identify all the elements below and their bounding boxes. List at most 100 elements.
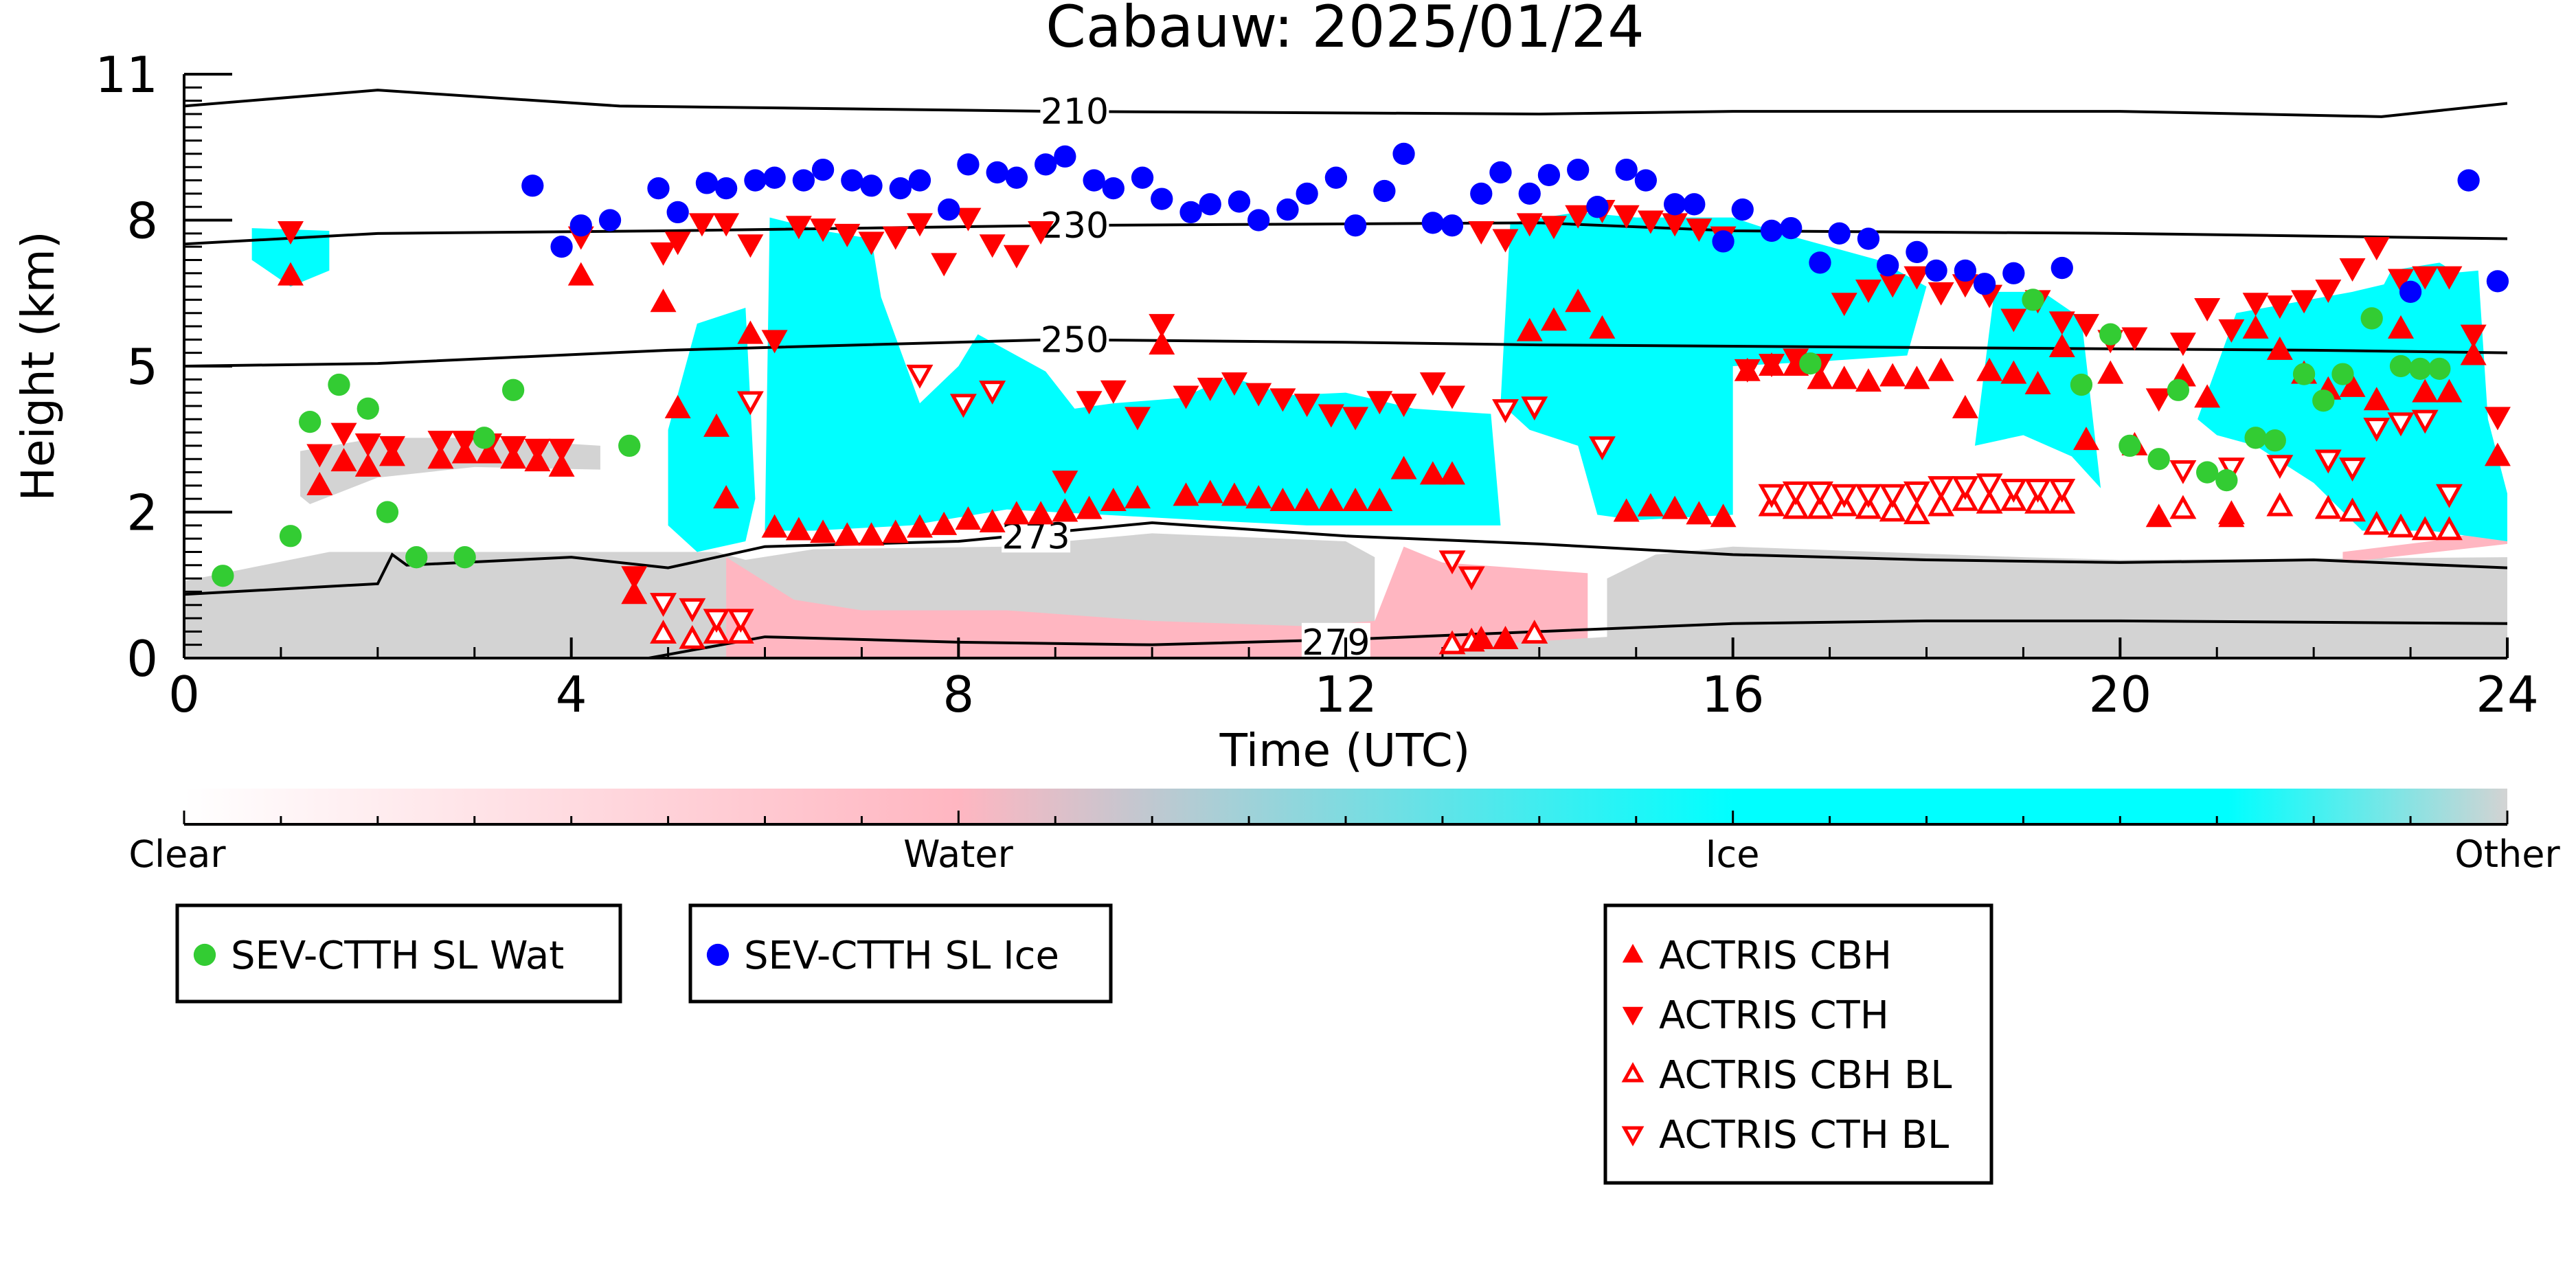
marker-actris-cth bbox=[979, 234, 1006, 258]
marker-actris-cth bbox=[354, 433, 381, 457]
marker-actris-cth bbox=[1125, 407, 1151, 431]
marker-sev-ctth-sl-ice bbox=[1518, 182, 1541, 205]
marker-sev-ctth-sl-wat bbox=[2244, 427, 2267, 449]
marker-sev-ctth-sl-ice bbox=[714, 177, 738, 200]
isotherm-label-bg bbox=[1301, 622, 1370, 658]
marker-sev-ctth-sl-ice bbox=[1151, 188, 1173, 210]
marker-sev-ctth-sl-ice bbox=[569, 214, 592, 237]
marker-actris-cth bbox=[1318, 404, 1344, 428]
legend-marker bbox=[1622, 944, 1644, 963]
isotherm-label-210: 210 bbox=[1041, 91, 1109, 133]
marker-sev-ctth-sl-ice bbox=[1421, 212, 1444, 234]
marker-actris-cth bbox=[1734, 359, 1761, 383]
marker-actris-cbh bbox=[2436, 379, 2463, 403]
marker-actris-cth bbox=[1197, 377, 1223, 401]
marker-actris-cbh bbox=[1686, 501, 1713, 525]
marker-sev-ctth-sl-wat bbox=[2119, 434, 2141, 457]
marker-actris-cth bbox=[427, 431, 454, 455]
marker-actris-cbh bbox=[906, 514, 933, 538]
marker-actris-cth bbox=[1221, 372, 1247, 396]
marker-actris-cth bbox=[2315, 279, 2342, 303]
marker-actris-cth bbox=[2121, 327, 2148, 351]
marker-sev-ctth-sl-ice bbox=[908, 169, 931, 192]
cloud-patch bbox=[2342, 528, 2507, 563]
marker-actris-cbh bbox=[1100, 488, 1127, 512]
legend-label: ACTRIS CBH BL bbox=[1659, 1053, 1952, 1098]
marker-actris-cth bbox=[2363, 237, 2390, 261]
marker-actris-cth-bl bbox=[1903, 481, 1930, 506]
marker-actris-cbh-bl bbox=[1879, 497, 1906, 522]
marker-actris-cbh bbox=[1052, 498, 1078, 522]
legends: SEV-CTTH SL Wat SEV-CTTH SL Ice ACTRIS CBH… bbox=[175, 903, 1993, 1185]
marker-actris-cth bbox=[2291, 290, 2318, 314]
marker-sev-ctth-sl-ice bbox=[647, 177, 670, 200]
marker-actris-cth bbox=[2194, 298, 2221, 321]
marker-sev-ctth-sl-ice bbox=[1035, 153, 1057, 176]
x-axis-label: Time (UTC) bbox=[1219, 724, 1471, 777]
cloud-patch bbox=[300, 438, 600, 504]
marker-actris-cbh bbox=[2242, 315, 2269, 339]
marker-actris-cbh bbox=[1245, 485, 1272, 509]
marker-actris-cth-bl bbox=[1831, 484, 1858, 508]
marker-actris-cth bbox=[1903, 266, 1930, 290]
marker-sev-ctth-sl-wat bbox=[328, 373, 350, 396]
chart-title: Cabauw: 2025/01/24 bbox=[1046, 0, 1644, 60]
isotherm-230 bbox=[184, 221, 2507, 246]
marker-actris-cth bbox=[1419, 372, 1446, 396]
marker-actris-cth bbox=[330, 422, 357, 447]
marker-sev-ctth-sl-wat bbox=[2331, 363, 2354, 385]
marker-sev-ctth-sl-ice bbox=[1324, 166, 1348, 189]
marker-actris-cbh bbox=[1879, 363, 1906, 387]
cloud-patch bbox=[2197, 270, 2507, 541]
marker-sev-ctth-sl-ice bbox=[1828, 222, 1851, 245]
marker-actris-cbh bbox=[1565, 289, 1592, 313]
marker-sev-ctth-sl-ice bbox=[1489, 161, 1512, 184]
marker-actris-cbh bbox=[1710, 504, 1737, 528]
marker-sev-ctth-sl-wat bbox=[2292, 363, 2316, 385]
marker-sev-ctth-sl-wat bbox=[2070, 373, 2093, 396]
marker-sev-ctth-sl-wat bbox=[2196, 461, 2219, 484]
isotherm-210 bbox=[184, 89, 2507, 118]
marker-actris-cbh bbox=[354, 453, 381, 477]
marker-actris-cbh-bl bbox=[2435, 516, 2463, 541]
marker-actris-cth-bl bbox=[727, 609, 754, 633]
marker-actris-cth bbox=[1468, 221, 1495, 245]
marker-actris-cbh bbox=[1439, 461, 1466, 485]
marker-actris-cth bbox=[1831, 293, 1857, 317]
x-tick-label: 24 bbox=[2476, 666, 2539, 723]
marker-sev-ctth-sl-ice bbox=[695, 172, 719, 194]
marker-actris-cth-bl bbox=[2411, 409, 2439, 434]
marker-sev-ctth-sl-ice bbox=[1276, 198, 1299, 221]
marker-actris-cbh bbox=[1540, 307, 1567, 331]
marker-actris-cbh bbox=[2339, 373, 2366, 397]
marker-actris-cth-bl bbox=[736, 391, 764, 416]
marker-actris-cth-bl bbox=[2363, 418, 2391, 442]
marker-actris-cbh bbox=[1831, 365, 1857, 389]
marker-actris-cbh-bl bbox=[1976, 489, 2003, 514]
marker-actris-cth bbox=[2048, 311, 2075, 335]
marker-actris-cth-bl bbox=[2024, 479, 2052, 503]
marker-actris-cbh bbox=[785, 517, 812, 541]
marker-actris-cth bbox=[810, 218, 837, 242]
marker-actris-cth bbox=[2242, 293, 2269, 317]
marker-actris-cth-bl bbox=[1492, 399, 1519, 423]
marker-actris-cth-bl bbox=[949, 394, 977, 418]
marker-actris-cbh-bl bbox=[650, 620, 677, 644]
marker-actris-cth-bl bbox=[2435, 484, 2463, 508]
marker-actris-cth bbox=[1879, 274, 1906, 298]
marker-actris-cth-bl bbox=[1782, 481, 1809, 506]
marker-sev-ctth-sl-ice bbox=[1054, 145, 1076, 168]
marker-actris-cbh bbox=[1125, 485, 1151, 509]
marker-actris-cth-bl bbox=[2048, 479, 2076, 503]
marker-actris-cth bbox=[1390, 394, 1417, 418]
marker-sev-ctth-sl-wat bbox=[2263, 429, 2286, 452]
marker-actris-cth-bl bbox=[1521, 396, 1548, 421]
marker-actris-cth bbox=[1052, 471, 1078, 495]
legend-box bbox=[1603, 903, 1993, 1185]
cloud-patch bbox=[1442, 546, 2507, 658]
marker-actris-cbh bbox=[306, 471, 333, 495]
marker-layer bbox=[212, 142, 2511, 655]
marker-sev-ctth-sl-ice bbox=[1440, 214, 1464, 237]
marker-actris-cth bbox=[737, 234, 764, 258]
